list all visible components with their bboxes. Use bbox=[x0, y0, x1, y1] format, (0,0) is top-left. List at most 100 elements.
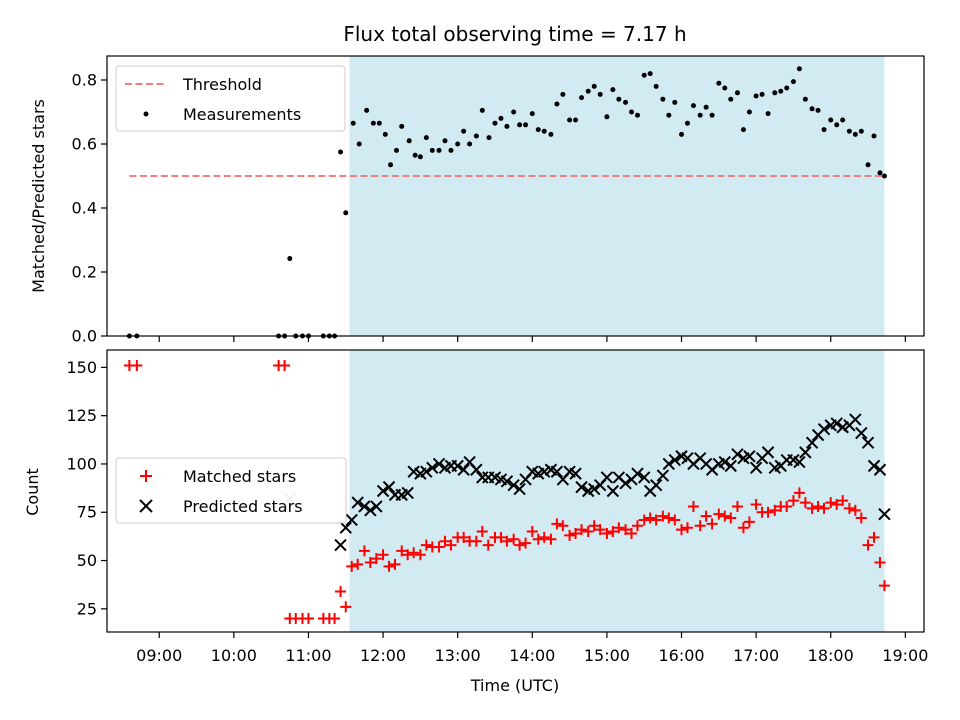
matched-star-point bbox=[370, 553, 382, 565]
y-tick-label: 0.4 bbox=[72, 199, 97, 218]
predicted-star-point bbox=[451, 459, 464, 473]
measurement-point bbox=[504, 123, 510, 129]
matched-star-point bbox=[601, 527, 613, 539]
matched-star-point bbox=[570, 527, 582, 539]
matched-star-point bbox=[420, 539, 432, 551]
matched-star-point bbox=[358, 545, 370, 557]
predicted-star-point bbox=[649, 478, 663, 492]
y-tick-label: 0.0 bbox=[72, 327, 97, 346]
matched-star-point bbox=[364, 556, 376, 568]
matched-star-point bbox=[383, 560, 395, 572]
matched-star-point bbox=[825, 497, 837, 509]
measurement-point bbox=[442, 138, 448, 144]
measurement-point bbox=[790, 79, 796, 85]
legend-predicted-label: Predicted stars bbox=[183, 497, 303, 516]
matched-star-point bbox=[669, 514, 681, 526]
predicted-star-point bbox=[426, 461, 439, 475]
matched-star-point bbox=[700, 510, 712, 522]
measurement-point bbox=[287, 256, 293, 262]
matched-star-point bbox=[631, 520, 643, 532]
predicted-star-point bbox=[724, 459, 737, 473]
matched-star-point bbox=[538, 531, 550, 543]
x-tick-label: 19:00 bbox=[882, 646, 928, 665]
matched-star-point bbox=[520, 537, 532, 549]
measurement-point bbox=[616, 96, 622, 102]
measurement-point bbox=[881, 173, 887, 179]
measurement-point bbox=[679, 131, 685, 137]
predicted-star-point bbox=[743, 450, 756, 463]
matched-star-point bbox=[878, 580, 890, 592]
top-axes-frame bbox=[106, 55, 925, 337]
legend-matched-label: Matched stars bbox=[183, 467, 296, 486]
y-tick-label: 25 bbox=[77, 599, 97, 618]
measurement-point bbox=[641, 72, 647, 78]
matched-star-point bbox=[607, 526, 619, 538]
predicted-star-point bbox=[500, 475, 514, 488]
measurement-point bbox=[846, 128, 852, 134]
predicted-star-point bbox=[637, 471, 651, 484]
measurement-point bbox=[573, 117, 579, 123]
predicted-star-point bbox=[420, 465, 433, 478]
measurement-point bbox=[660, 96, 666, 102]
matched-star-point bbox=[855, 512, 867, 524]
predicted-star-point bbox=[376, 484, 390, 498]
matched-star-point bbox=[340, 601, 352, 613]
matched-star-point bbox=[470, 535, 482, 547]
measurement-point bbox=[778, 88, 784, 94]
x-tick-label: 17:00 bbox=[733, 646, 779, 665]
measurement-point bbox=[338, 149, 344, 155]
matched-star-point bbox=[329, 612, 341, 624]
x-tick-label: 10:00 bbox=[211, 646, 257, 665]
x-tick-label: 11:00 bbox=[285, 646, 331, 665]
legend-measurements-swatch bbox=[143, 111, 149, 117]
top-y-axis-ticks: 0.0 0.2 0.4 0.6 0.8 bbox=[72, 71, 107, 346]
matched-star-point bbox=[501, 535, 513, 547]
predicted-star-point bbox=[470, 463, 483, 476]
measurement-point bbox=[772, 90, 778, 96]
predicted-star-point bbox=[364, 504, 377, 517]
matched-star-point bbox=[433, 541, 445, 553]
x-axis-label: Time (UTC) bbox=[470, 676, 559, 695]
measurement-point bbox=[734, 90, 740, 96]
measurement-point bbox=[765, 111, 771, 117]
measurement-point bbox=[690, 103, 696, 109]
bottom-y-axis-label: Count bbox=[23, 468, 42, 516]
measurement-point bbox=[467, 141, 473, 147]
matched-star-point bbox=[725, 512, 737, 524]
measurement-point bbox=[840, 117, 846, 123]
matched-star-point bbox=[131, 359, 143, 371]
predicted-star-point bbox=[370, 500, 383, 513]
bottom-observing-span bbox=[349, 350, 885, 632]
matched-star-point bbox=[576, 524, 588, 536]
predicted-star-point bbox=[382, 480, 396, 494]
measurement-point bbox=[406, 138, 412, 144]
matched-star-point bbox=[713, 508, 725, 520]
measurement-point bbox=[382, 131, 388, 137]
matched-star-point bbox=[750, 499, 762, 511]
predicted-star-point bbox=[761, 446, 775, 459]
predicted-star-point bbox=[345, 513, 358, 527]
predicted-star-point bbox=[619, 477, 632, 490]
predicted-star-point bbox=[867, 459, 881, 473]
predicted-star-point bbox=[830, 417, 843, 430]
matched-star-point bbox=[812, 500, 824, 512]
predicted-star-point bbox=[351, 496, 364, 509]
predicted-star-point bbox=[606, 484, 620, 498]
measurement-point bbox=[722, 85, 728, 91]
y-tick-label: 100 bbox=[66, 454, 97, 473]
measurement-point bbox=[523, 122, 529, 128]
top-panel: 0.00.20.40.60.8 Matched/Predicted stars … bbox=[29, 55, 925, 346]
measurement-point bbox=[684, 120, 690, 126]
matched-star-point bbox=[626, 527, 638, 539]
matched-star-point bbox=[849, 504, 861, 516]
measurement-point bbox=[388, 162, 394, 168]
x-tick-label: 12:00 bbox=[360, 646, 406, 665]
predicted-star-point bbox=[817, 422, 831, 436]
measurement-point bbox=[591, 83, 597, 89]
matched-star-point bbox=[377, 549, 389, 561]
predicted-star-point bbox=[334, 538, 347, 552]
y-tick-label: 125 bbox=[66, 406, 97, 425]
measurement-point bbox=[429, 147, 435, 153]
matched-star-point bbox=[837, 495, 849, 507]
